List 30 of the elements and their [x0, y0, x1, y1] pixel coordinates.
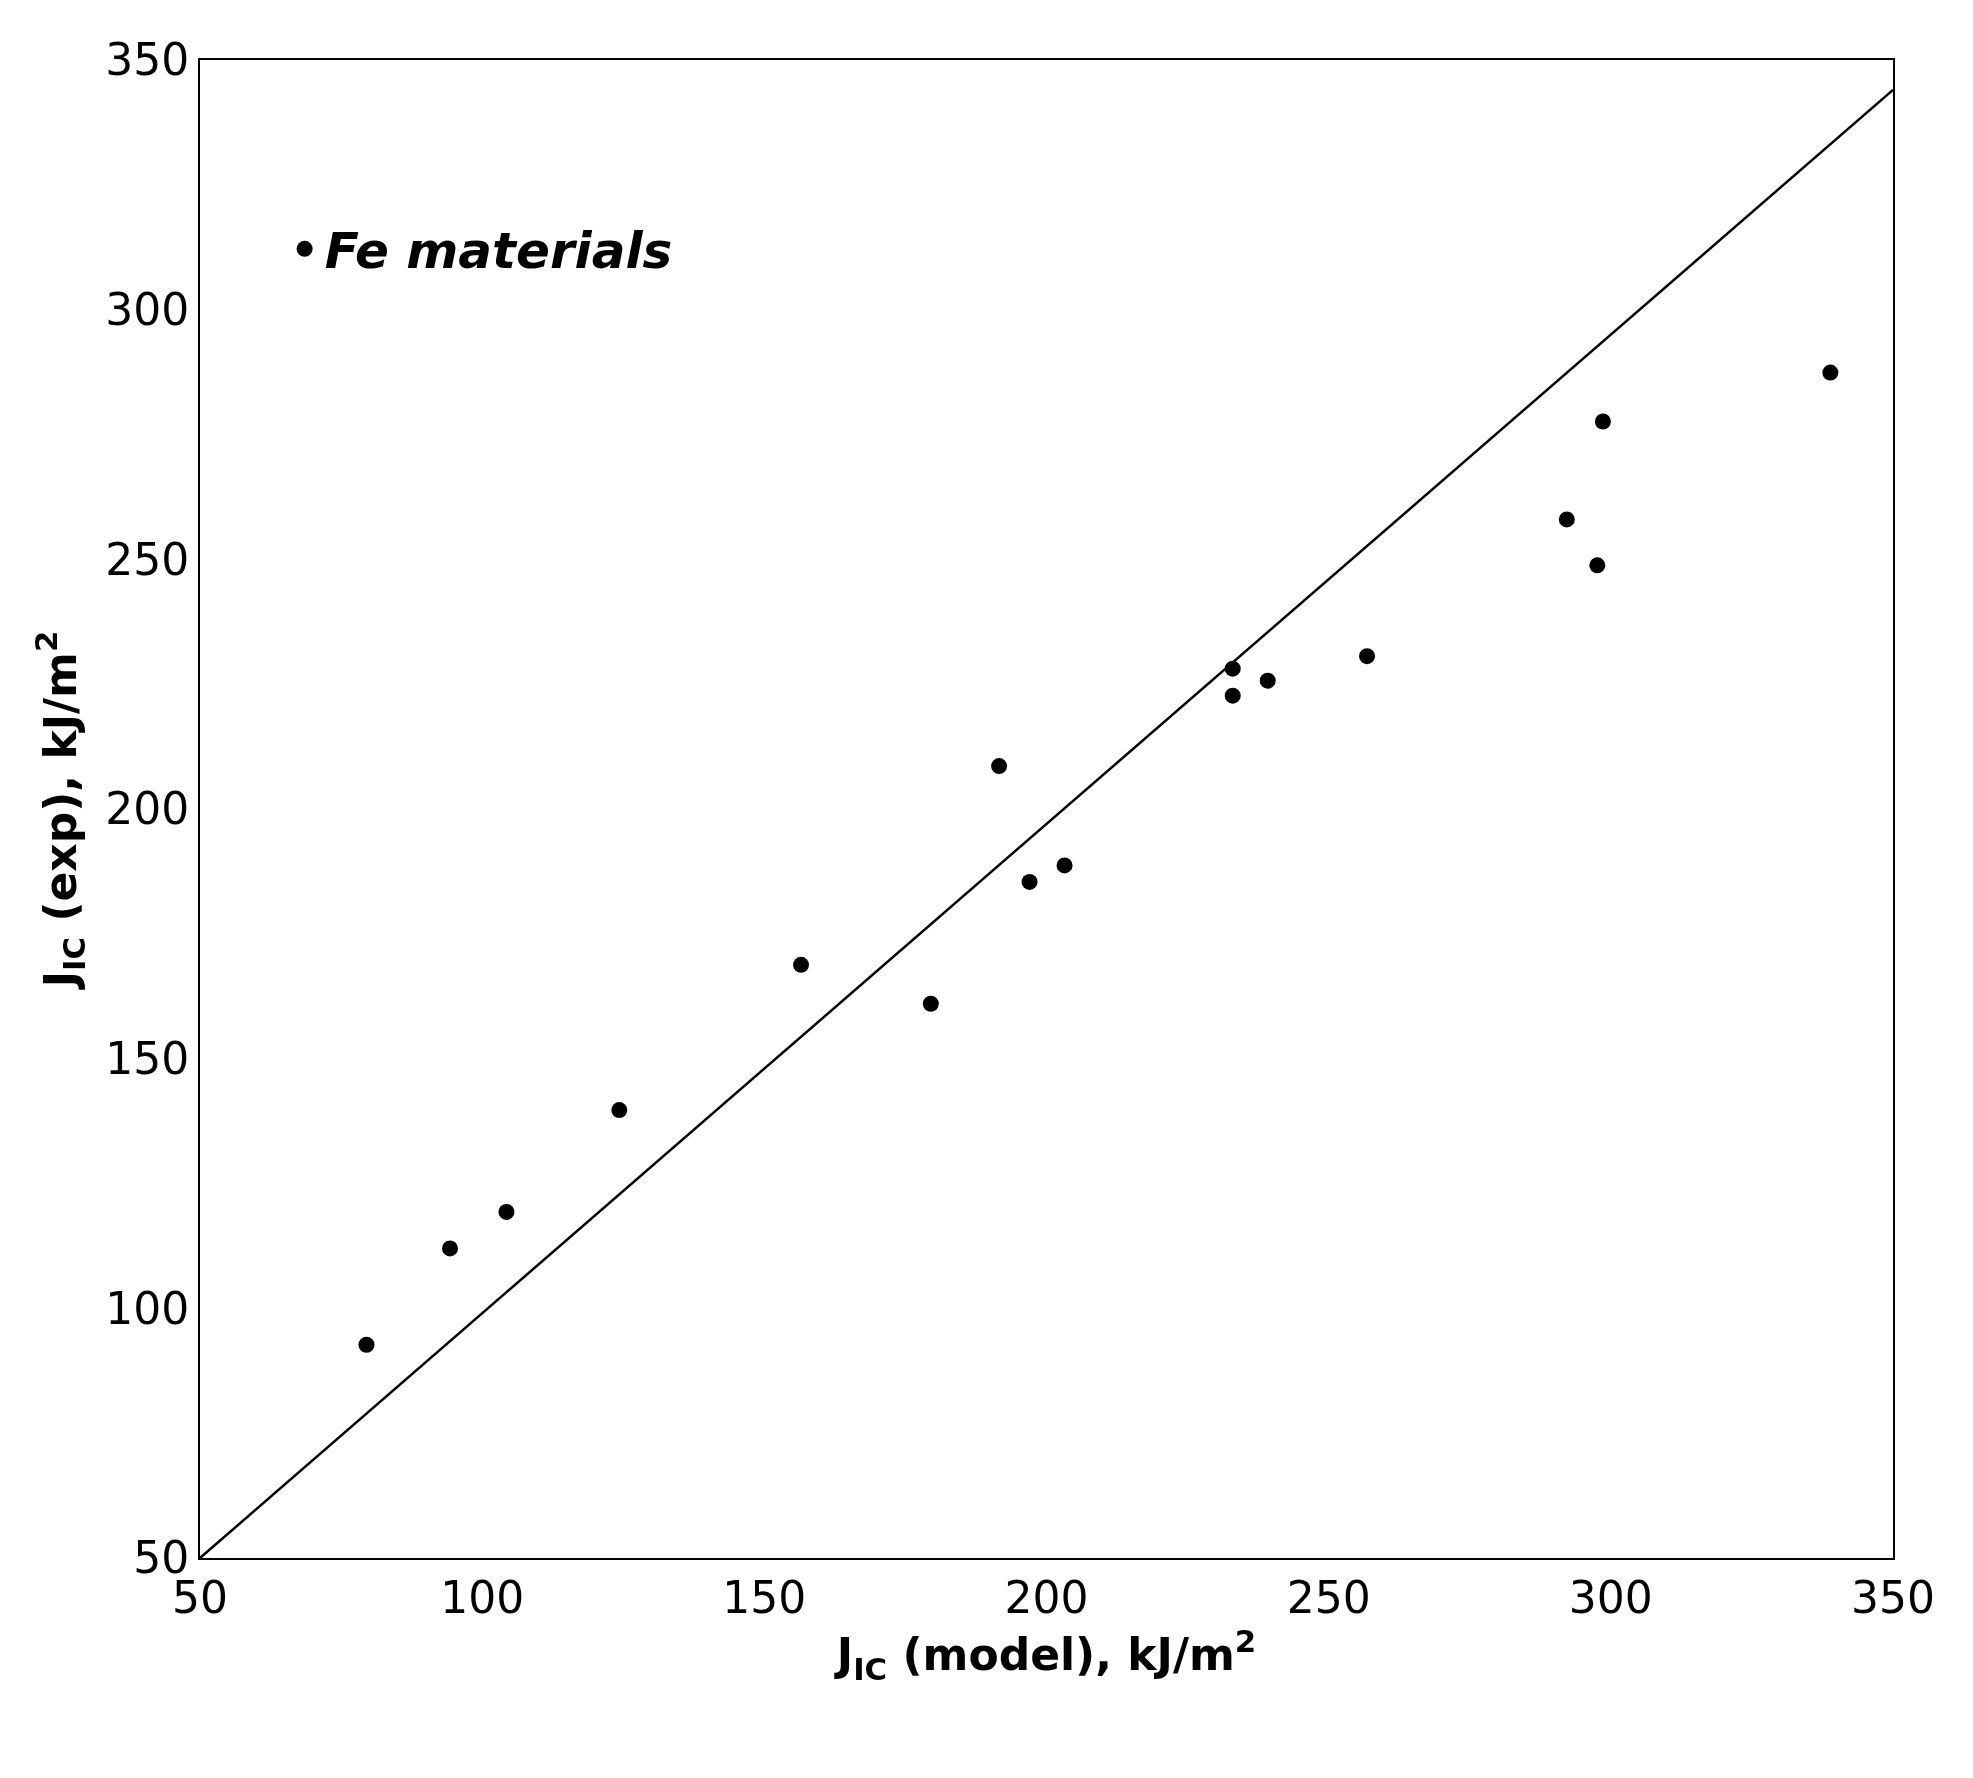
point — [922, 995, 939, 1012]
y-tick-label: 150 — [105, 1033, 190, 1085]
x-tick-label: 100 — [440, 1571, 525, 1623]
x-tick-label: 350 — [1851, 1571, 1935, 1623]
point — [611, 1102, 628, 1119]
y-tick-label: 200 — [105, 783, 190, 835]
point — [442, 1240, 458, 1257]
x-tick-label: 250 — [1286, 1571, 1371, 1623]
point — [1589, 557, 1606, 574]
legend-label: Fe materials — [324, 222, 673, 281]
x-tick-label: 300 — [1568, 1571, 1653, 1623]
point — [1558, 511, 1575, 528]
point — [1056, 857, 1073, 874]
point — [1021, 873, 1038, 890]
point — [793, 956, 810, 973]
point — [1822, 364, 1839, 381]
y-tick-label: 300 — [105, 284, 190, 336]
point — [498, 1203, 515, 1220]
x-tick-label: 200 — [1004, 1571, 1089, 1623]
point — [358, 1336, 375, 1353]
point — [991, 758, 1008, 775]
x-tick-label: 150 — [722, 1571, 807, 1623]
x-axis-title: J$_{IC}$ (model), kJ/m$^{2}$ — [833, 1622, 1257, 1687]
point — [1224, 687, 1241, 704]
point — [1594, 413, 1611, 430]
y-tick-label: 100 — [105, 1282, 190, 1334]
point — [1359, 648, 1376, 665]
y-tick-label: 350 — [105, 34, 190, 86]
point — [1259, 672, 1276, 689]
y-tick-label: 250 — [105, 533, 190, 585]
